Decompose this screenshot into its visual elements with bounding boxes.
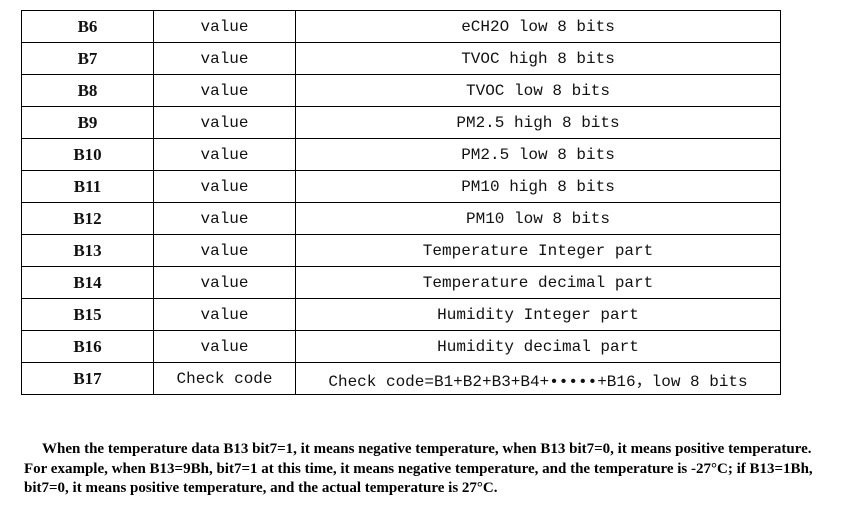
table-row: B14 value Temperature decimal part [21, 266, 781, 299]
note-paragraph: When the temperature data B13 bit7=1, it… [24, 441, 813, 497]
byte-cell: B14 [21, 266, 154, 299]
type-cell: value [153, 138, 296, 171]
description-cell: Temperature Integer part [295, 234, 781, 267]
byte-cell: B6 [21, 10, 154, 43]
type-cell: value [153, 234, 296, 267]
table-row: B17 Check code Check code=B1+B2+B3+B4+••••… [21, 362, 781, 395]
table-row: B13 value Temperature Integer part [21, 234, 781, 267]
type-cell: value [153, 106, 296, 139]
table-row: B7 value TVOC high 8 bits [21, 42, 781, 75]
byte-cell: B9 [21, 106, 154, 139]
data-table: B6 value eCH2O low 8 bits B7 value TVOC high … [21, 10, 781, 395]
type-cell: value [153, 266, 296, 299]
description-cell: Humidity Integer part [295, 298, 781, 331]
type-cell: value [153, 42, 296, 75]
type-cell: Check code [153, 362, 296, 395]
table-row: B12 value PM10 low 8 bits [21, 202, 781, 235]
description-cell: Temperature decimal part [295, 266, 781, 299]
type-cell: value [153, 330, 296, 363]
description-cell: PM10 high 8 bits [295, 170, 781, 203]
table-row: B10 value PM2.5 low 8 bits [21, 138, 781, 171]
description-cell: PM2.5 low 8 bits [295, 138, 781, 171]
type-cell: value [153, 202, 296, 235]
table-row: B8 value TVOC low 8 bits [21, 74, 781, 107]
byte-cell: B15 [21, 298, 154, 331]
byte-cell: B12 [21, 202, 154, 235]
table-row: B9 value PM2.5 high 8 bits [21, 106, 781, 139]
byte-cell: B17 [21, 362, 154, 395]
description-cell: PM2.5 high 8 bits [295, 106, 781, 139]
byte-cell: B7 [21, 42, 154, 75]
table-row: B6 value eCH2O low 8 bits [21, 10, 781, 43]
description-cell: TVOC low 8 bits [295, 74, 781, 107]
table-row: B16 value Humidity decimal part [21, 330, 781, 363]
byte-cell: B8 [21, 74, 154, 107]
table-row: B15 value Humidity Integer part [21, 298, 781, 331]
description-cell: eCH2O low 8 bits [295, 10, 781, 43]
description-cell: PM10 low 8 bits [295, 202, 781, 235]
byte-cell: B11 [21, 170, 154, 203]
type-cell: value [153, 10, 296, 43]
type-cell: value [153, 298, 296, 331]
byte-cell: B10 [21, 138, 154, 171]
table-row: B11 value PM10 high 8 bits [21, 170, 781, 203]
type-cell: value [153, 74, 296, 107]
byte-cell: B13 [21, 234, 154, 267]
description-cell: Check code=B1+B2+B3+B4+•••••+B16，low 8 b… [295, 362, 781, 395]
description-cell: TVOC high 8 bits [295, 42, 781, 75]
type-cell: value [153, 170, 296, 203]
description-cell: Humidity decimal part [295, 330, 781, 363]
byte-cell: B16 [21, 330, 154, 363]
